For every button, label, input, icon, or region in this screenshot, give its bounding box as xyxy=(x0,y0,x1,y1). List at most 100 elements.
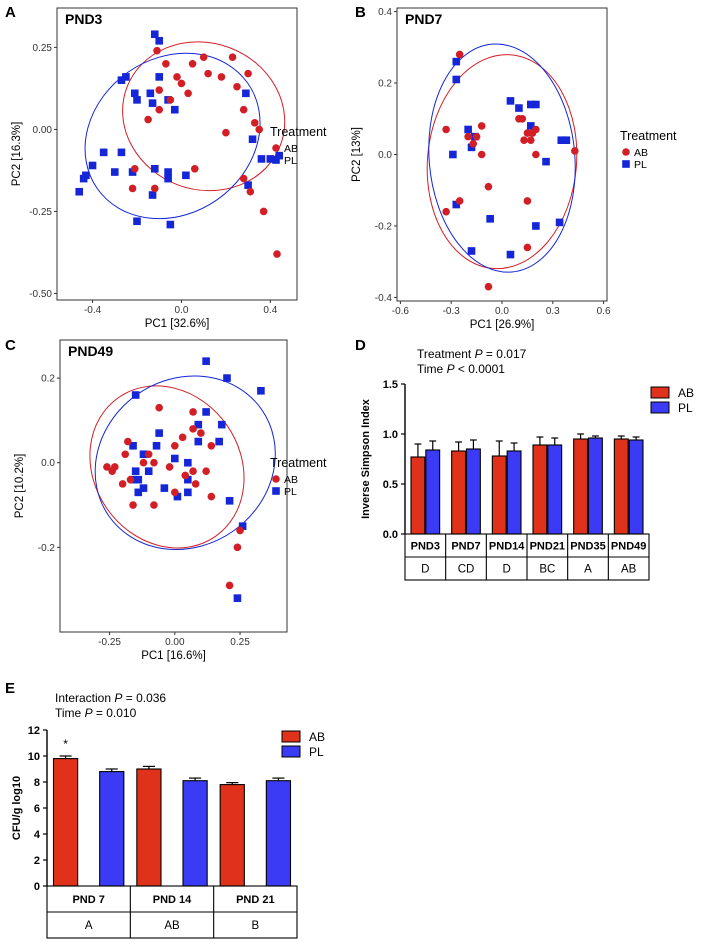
data-point-pl xyxy=(532,100,540,109)
data-point-pl xyxy=(79,174,88,183)
data-point-pl xyxy=(526,100,535,109)
bar-ab xyxy=(491,455,507,535)
data-point-pl xyxy=(164,174,172,183)
stats-prefix: Time xyxy=(417,362,447,376)
data-point-ab xyxy=(189,408,197,416)
data-point-ab xyxy=(455,197,464,205)
y-tick-label: -0.2 xyxy=(375,221,393,232)
bar-pl xyxy=(506,450,522,535)
data-point-pl xyxy=(532,222,540,230)
data-point-pl xyxy=(134,475,143,484)
bar-pl xyxy=(265,780,292,887)
data-point-ab xyxy=(155,403,163,412)
data-point-pl xyxy=(155,429,163,437)
panel-letter: C xyxy=(5,337,16,354)
data-point-ab xyxy=(233,82,241,91)
data-point-ab xyxy=(520,136,528,145)
x-tick-label: -0.6 xyxy=(392,306,410,317)
data-point-ab xyxy=(239,174,248,183)
x-tick-label: -0.4 xyxy=(84,305,102,316)
data-point-ab xyxy=(177,79,186,88)
data-point-pl xyxy=(150,164,159,173)
data-point-pl xyxy=(155,73,164,81)
data-point-ab xyxy=(130,164,139,173)
legend-title: Treatment xyxy=(270,456,327,470)
data-point-ab xyxy=(472,132,481,141)
plot-area xyxy=(75,30,286,258)
data-point-ab xyxy=(246,187,255,196)
data-point-ab xyxy=(178,433,187,442)
stats-value: = 0.010 xyxy=(93,706,137,720)
stats-p-symbol: P xyxy=(475,347,483,361)
stats-prefix: Time xyxy=(55,706,85,720)
data-point-pl xyxy=(233,594,242,602)
data-point-ab xyxy=(225,581,234,590)
y-tick-label: 0.2 xyxy=(378,79,392,90)
data-point-ab xyxy=(477,122,486,130)
data-point-ab xyxy=(103,463,111,471)
panel-letter: B xyxy=(355,4,366,21)
y-tick-label: 4 xyxy=(34,829,41,841)
stats-p-symbol: P xyxy=(447,362,455,376)
data-point-ab xyxy=(197,429,205,437)
legend-label-ab: AB xyxy=(309,730,325,744)
y-tick-label: -0.25 xyxy=(29,207,52,218)
confidence-ellipse-pl xyxy=(428,43,576,273)
y-axis-label: Inverse Simpson Index xyxy=(360,398,372,519)
timepoint-label: PND49 xyxy=(68,343,113,359)
data-point-pl xyxy=(128,168,137,176)
x-tick-label: 0.3 xyxy=(546,306,560,317)
data-point-pl xyxy=(164,168,172,176)
data-point-pl xyxy=(88,161,97,170)
bar-ab xyxy=(410,456,426,535)
bar-pl xyxy=(465,448,481,535)
legend-marker-pl xyxy=(272,156,280,164)
y-tick-label: 0.4 xyxy=(378,7,392,18)
data-point-pl xyxy=(244,181,252,189)
data-point-pl xyxy=(117,76,126,84)
data-point-ab xyxy=(191,480,200,488)
x-tick-label: 0.4 xyxy=(263,305,277,316)
data-point-pl xyxy=(139,484,148,492)
category-label: PND3 xyxy=(411,541,440,553)
data-point-pl xyxy=(242,89,250,98)
data-point-pl xyxy=(133,96,141,104)
y-tick-label: 6 xyxy=(34,803,40,815)
data-point-ab xyxy=(442,207,450,216)
data-point-pl xyxy=(182,171,190,180)
y-tick-label: 0.2 xyxy=(41,374,55,385)
data-point-ab xyxy=(181,471,190,480)
stats-prefix: Treatment xyxy=(417,347,475,361)
bar-ab xyxy=(52,758,79,887)
bar-ab xyxy=(136,768,162,887)
y-tick-label: 0.0 xyxy=(383,529,398,541)
x-tick-label: -0.25 xyxy=(98,637,121,648)
x-axis-label: PC1 [26.9%] xyxy=(470,319,535,331)
data-point-pl xyxy=(134,488,143,497)
legend-label-pl: PL xyxy=(309,745,324,759)
data-point-ab xyxy=(477,150,486,159)
data-point-ab xyxy=(250,119,259,127)
data-point-ab xyxy=(144,450,153,459)
data-point-ab xyxy=(228,53,237,62)
data-point-pl xyxy=(171,454,179,463)
stats-value: = 0.036 xyxy=(122,691,166,705)
data-point-ab xyxy=(165,463,174,471)
timepoint-label: PND7 xyxy=(405,11,443,27)
stats-value: = 0.017 xyxy=(483,347,527,361)
data-point-ab xyxy=(128,184,137,193)
y-tick-label: 8 xyxy=(34,777,40,789)
data-point-pl xyxy=(217,420,226,429)
data-point-pl xyxy=(506,250,515,259)
data-point-ab xyxy=(469,139,478,148)
panel-letter: D xyxy=(355,337,366,354)
data-point-pl xyxy=(155,37,164,45)
data-point-ab xyxy=(484,282,493,291)
x-tick-label: 0.25 xyxy=(230,637,250,648)
bar-ab xyxy=(573,438,589,535)
stats-prefix: Interaction xyxy=(55,691,114,705)
plot-area xyxy=(89,357,276,602)
data-point-pl xyxy=(184,458,192,467)
confidence-ellipse-ab xyxy=(122,41,286,192)
